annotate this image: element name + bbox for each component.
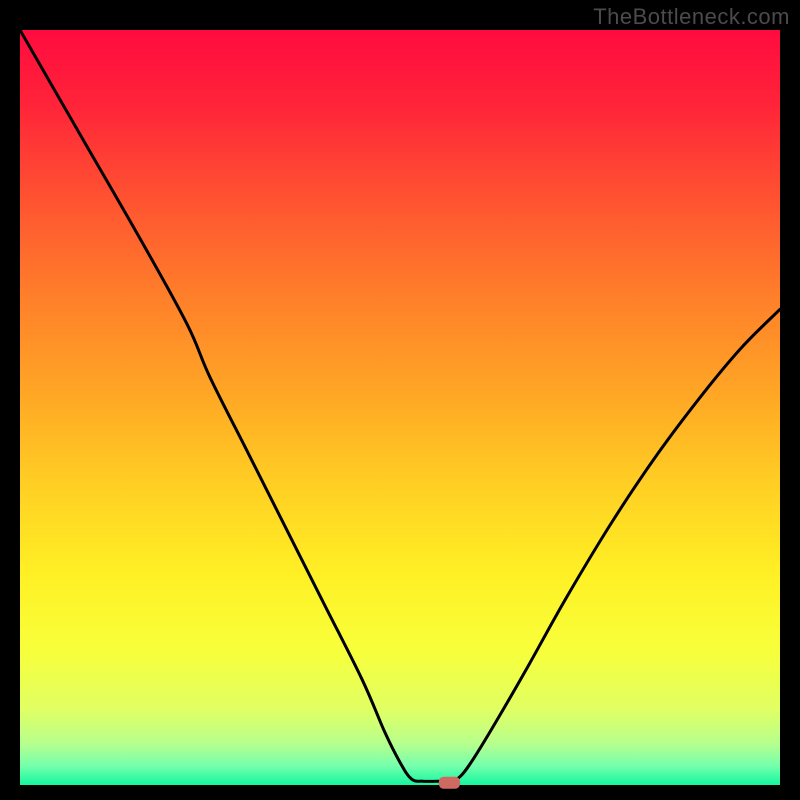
chart-gradient-background [20, 30, 780, 785]
attribution-text: TheBottleneck.com [593, 4, 790, 30]
chart-container: TheBottleneck.com [0, 0, 800, 800]
optimum-marker [439, 777, 460, 789]
bottleneck-chart-svg [0, 0, 800, 800]
